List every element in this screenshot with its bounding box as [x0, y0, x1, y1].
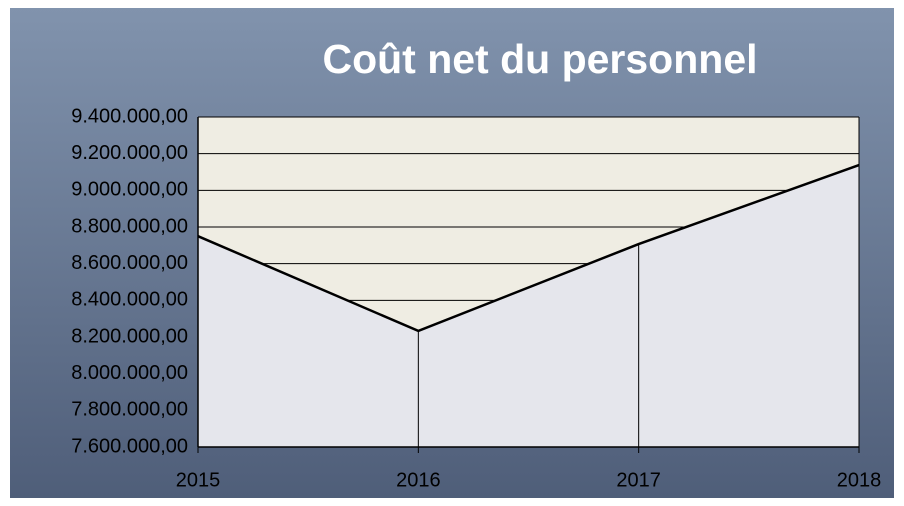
x-tick-label: 2018 [837, 469, 882, 491]
y-tick-label: 9.200.000,00 [71, 142, 188, 164]
y-tick-label: 8.400.000,00 [71, 289, 188, 311]
line [197, 163, 860, 333]
y-tick-label: 7.600.000,00 [71, 435, 188, 457]
x-tick-label: 2016 [396, 469, 441, 491]
chart-title: Coût net du personnel [322, 36, 757, 82]
y-tick-label: 8.200.000,00 [71, 325, 188, 347]
y-tick-label: 9.400.000,00 [71, 105, 188, 127]
x-tick-label: 2017 [616, 469, 661, 491]
y-tick-label: 9.000.000,00 [71, 179, 188, 201]
y-tick-label: 8.600.000,00 [71, 252, 188, 274]
x-tick-label: 2015 [176, 469, 221, 491]
y-tick-label: 8.800.000,00 [71, 215, 188, 237]
y-tick-label: 8.000.000,00 [71, 362, 188, 384]
y-tick-label: 7.800.000,00 [71, 399, 188, 421]
area [198, 165, 859, 448]
